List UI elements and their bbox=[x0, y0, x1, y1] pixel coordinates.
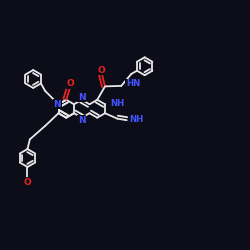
Text: O: O bbox=[24, 178, 31, 187]
Text: N: N bbox=[78, 93, 86, 102]
Text: N: N bbox=[54, 100, 61, 109]
Text: N: N bbox=[78, 116, 86, 125]
Text: O: O bbox=[67, 79, 75, 88]
Text: O: O bbox=[97, 66, 105, 75]
Text: NH: NH bbox=[130, 115, 144, 124]
Text: HN: HN bbox=[126, 80, 140, 88]
Text: NH: NH bbox=[110, 99, 125, 108]
